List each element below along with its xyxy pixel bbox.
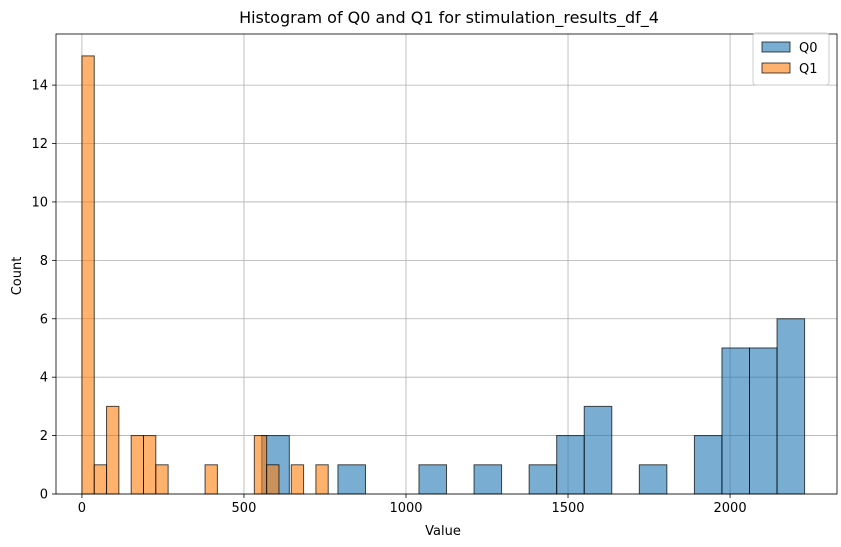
bar-q1-5 <box>155 464 169 495</box>
legend-swatch-q0 <box>761 41 791 53</box>
bar-q0-7 <box>638 464 668 495</box>
y-axis-ticks: 0 2 4 6 8 10 12 14 <box>31 79 56 503</box>
series-q1-bars <box>81 55 329 495</box>
y-tick-label-7: 14 <box>31 79 48 94</box>
bar-q0-8 <box>693 435 723 495</box>
bar-q0-1 <box>337 464 366 495</box>
legend-label-q0: Q0 <box>799 41 818 56</box>
y-axis-label: Count <box>10 257 25 296</box>
bar-q1-6 <box>204 464 218 495</box>
x-tick-label-1: 500 <box>232 501 257 516</box>
y-tick-label-2: 4 <box>40 371 48 386</box>
y-tick-label-5: 10 <box>31 195 48 210</box>
bar-q0-3 <box>473 464 503 495</box>
legend-swatch-q1 <box>761 62 791 74</box>
y-tick-label-4: 8 <box>40 254 48 269</box>
bar-q1-9 <box>290 464 305 495</box>
bar-q0-2 <box>418 464 447 495</box>
bar-q1-1 <box>93 464 108 495</box>
plot-frame <box>55 33 838 495</box>
bar-q1-3 <box>130 435 144 495</box>
x-tick-label-4: 2000 <box>714 501 747 516</box>
bar-q0-10 <box>749 347 778 495</box>
bar-q1-2 <box>106 405 120 495</box>
bar-q0-6 <box>583 405 613 495</box>
bar-q0-4 <box>528 464 558 495</box>
legend-box <box>752 32 830 86</box>
legend: Q0 Q1 <box>752 32 830 86</box>
x-axis-label: Value <box>425 524 461 539</box>
y-tick-label-6: 12 <box>31 137 48 152</box>
chart-title: Histogram of Q0 and Q1 for stimulation_r… <box>239 8 659 28</box>
bar-q1-4 <box>142 435 157 495</box>
y-tick-label-1: 2 <box>40 429 48 444</box>
y-tick-label-3: 6 <box>40 312 48 327</box>
bar-q1-7 <box>253 435 268 495</box>
y-tick-label-0: 0 <box>40 488 48 503</box>
x-tick-label-0: 0 <box>78 501 86 516</box>
bar-q1-0 <box>81 55 95 495</box>
bar-q0-11 <box>776 318 806 495</box>
bar-q1-10 <box>315 464 329 495</box>
legend-label-q1: Q1 <box>799 62 818 77</box>
x-axis-ticks: 0 500 1000 1500 2000 <box>78 494 747 516</box>
x-tick-label-2: 1000 <box>389 501 422 516</box>
plot-area <box>56 34 837 494</box>
x-tick-label-3: 1500 <box>551 501 584 516</box>
bar-q1-8 <box>266 464 280 495</box>
bar-q0-9 <box>721 347 751 495</box>
bar-q0-5 <box>556 435 585 495</box>
